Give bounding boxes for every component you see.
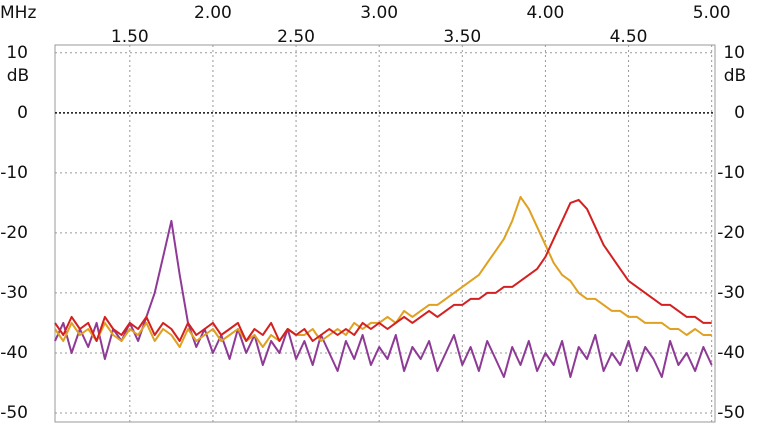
trace (54, 198, 712, 342)
y-tick-label-left: -10 (0, 163, 28, 183)
y-tick-label-right: -20 (717, 223, 745, 243)
plot-frame (54, 44, 716, 423)
y-tick-label-right: -40 (717, 343, 745, 363)
y-tick-label-left: -30 (0, 283, 28, 303)
y-tick-label-right: -10 (717, 163, 745, 183)
x-tick-label: 2.50 (277, 27, 315, 47)
x-tick-label: 1.50 (111, 27, 149, 47)
y-tick-label-left: 10 (6, 43, 28, 63)
y-tick-label-right: -30 (717, 283, 745, 303)
trace (54, 195, 712, 348)
y-tick-label-right: -50 (717, 403, 745, 423)
x-tick-label: 4.50 (610, 27, 648, 47)
trace (54, 219, 713, 378)
x-unit: MHz (0, 3, 36, 23)
x-tick-label: 5.00 (693, 3, 731, 23)
y-tick-label-left: 0 (17, 103, 28, 123)
y-tick-label-left: -40 (0, 343, 28, 363)
x-tick-label: 3.50 (443, 27, 481, 47)
x-tick-label: 3.00 (360, 3, 398, 23)
y-tick-label-left: -20 (0, 223, 28, 243)
y-unit-left: dB (7, 66, 29, 86)
x-tick-label: 4.00 (526, 3, 564, 23)
y-tick-label-right: 0 (734, 103, 745, 123)
y-tick-label-right: 10 (723, 43, 745, 63)
x-tick-label: 2.00 (194, 3, 232, 23)
y-unit-right: dB (724, 66, 746, 86)
y-tick-label-left: -50 (0, 403, 28, 423)
